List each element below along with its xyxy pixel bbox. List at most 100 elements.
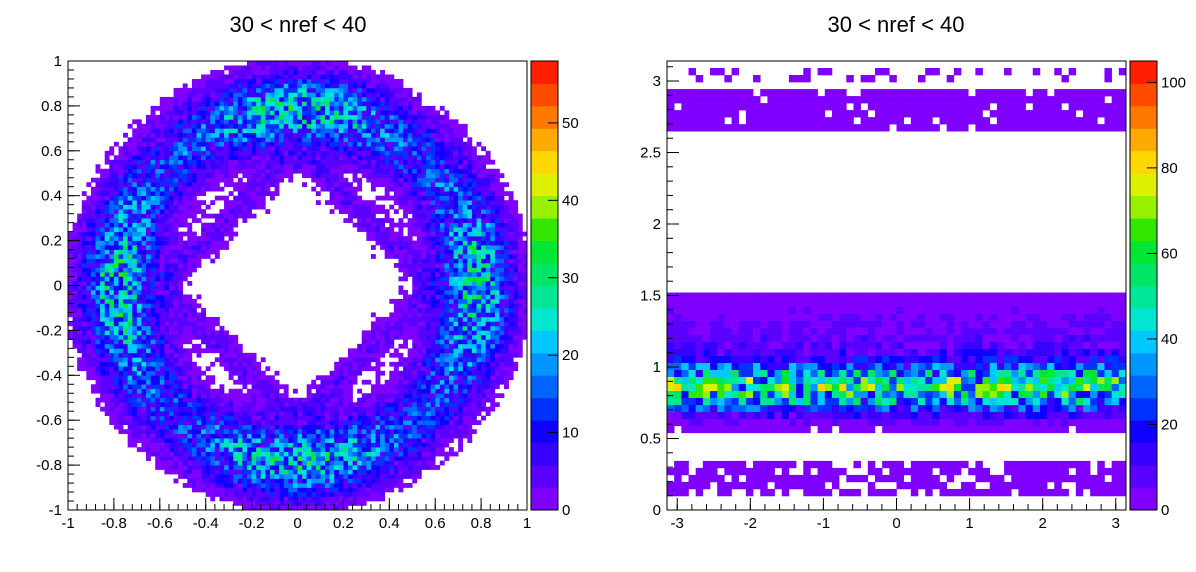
heatmap-bin [219,424,225,430]
heatmap-bin [228,447,234,452]
heatmap-bin [123,348,128,354]
heatmap-bin [90,204,96,210]
heatmap-bin [467,227,473,232]
heatmap-bin [123,357,128,363]
heatmap-bin [224,483,229,488]
heatmap-bin [403,339,408,345]
heatmap-bin [361,330,367,336]
heatmap-bin [260,429,266,434]
heatmap-bin [485,393,491,399]
heatmap-bin [196,469,202,475]
heatmap-bin [412,451,418,457]
heatmap-bin [444,406,450,412]
heatmap-bin [453,249,459,255]
heatmap-bin [173,357,179,363]
heatmap-bin [370,182,376,188]
heatmap-bin [214,249,220,255]
heatmap-bin [347,370,353,376]
heatmap-bin [467,281,473,286]
heatmap-bin [201,209,206,214]
heatmap-bin [476,281,482,286]
heatmap-bin [109,379,115,385]
heatmap-bin [357,438,363,443]
heatmap-bin [205,478,211,484]
heatmap-bin [338,469,344,475]
heatmap-bin [398,321,404,327]
heatmap-bin [187,200,193,205]
heatmap-bin [159,406,165,412]
heatmap-bin [168,348,174,354]
heatmap-bin [462,249,468,255]
heatmap-bin [141,173,147,179]
heatmap-bin [485,289,491,295]
heatmap-bin [219,460,225,466]
heatmap-bin [494,357,500,363]
heatmap-bin [297,496,303,502]
heatmap-bin [68,240,73,246]
heatmap-bin [256,173,262,179]
heatmap-bin [118,267,124,273]
heatmap-bin [155,168,161,174]
heatmap-bin [86,272,92,277]
heatmap-bin [191,388,197,394]
heatmap-bin [430,289,436,295]
heatmap-bin [233,496,239,502]
heatmap-bin [297,501,303,506]
heatmap-bin [150,254,156,259]
heatmap-bin [127,406,133,412]
heatmap-bin [159,245,165,250]
heatmap-bin [95,191,101,196]
heatmap-bin [508,281,514,286]
heatmap-bin [389,316,395,322]
heatmap-bin [426,361,431,367]
heatmap-bin [159,352,165,358]
heatmap-bin [361,200,367,205]
heatmap-bin [444,424,450,430]
heatmap-bin [118,321,124,327]
heatmap-bin [403,388,408,394]
heatmap-bin [315,429,321,434]
heatmap-bin [77,366,83,372]
heatmap-bin [77,298,83,304]
heatmap-bin [494,204,500,210]
heatmap-bin [504,357,509,363]
heatmap-bin [435,307,441,313]
heatmap-bin [191,384,197,390]
heatmap-bin [292,474,298,479]
heatmap-bin [476,298,482,304]
heatmap-bin [118,402,124,408]
heatmap-bin [219,402,225,408]
heatmap-bin [210,379,216,385]
heatmap-bin [90,227,96,232]
heatmap-bin [242,411,248,417]
heatmap-bin [242,451,248,457]
heatmap-bin [100,231,106,237]
heatmap-bin [237,213,243,219]
heatmap-bin [104,213,110,219]
heatmap-bin [109,182,115,188]
heatmap-bin [334,501,340,506]
heatmap-bin [393,379,399,385]
heatmap-bin [292,505,298,511]
heatmap-bin [430,303,436,309]
heatmap-bin [439,316,445,322]
heatmap-bin [393,456,399,461]
heatmap-bin [224,393,229,399]
heatmap-bin [426,191,431,196]
heatmap-bin [471,177,477,183]
heatmap-bin [494,240,500,246]
heatmap-bin [219,429,225,434]
heatmap-bin [146,245,151,250]
heatmap-bin [72,325,78,331]
heatmap-bin [347,406,353,412]
heatmap-bin [77,249,83,255]
heatmap-bin [462,258,468,264]
heatmap-bin [237,393,243,399]
heatmap-bin [458,213,464,219]
heatmap-bin [251,375,257,381]
heatmap-bin [306,465,312,470]
heatmap-bin [219,334,225,340]
heatmap-bin [338,177,344,183]
heatmap-bin [146,213,151,219]
heatmap-bin [471,222,477,228]
